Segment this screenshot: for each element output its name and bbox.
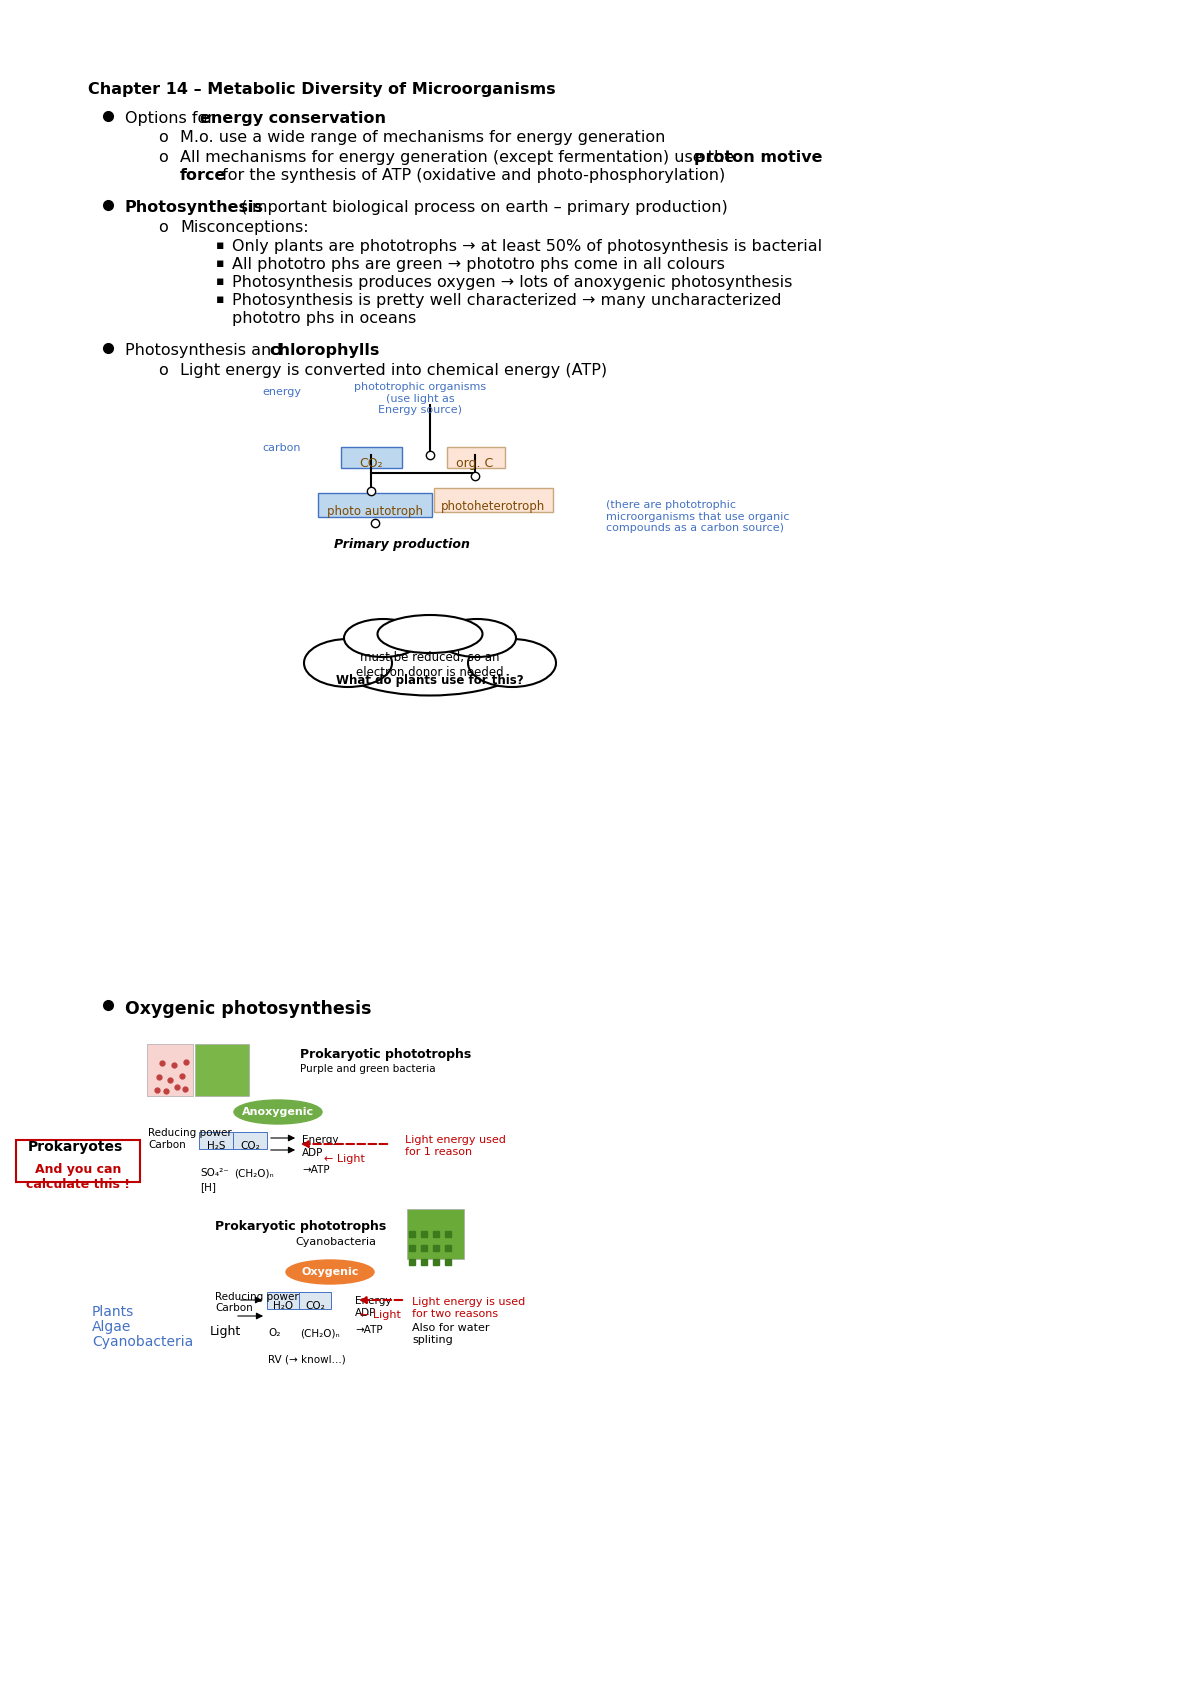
FancyBboxPatch shape [148,1044,193,1095]
Text: photoheterotroph: photoheterotroph [440,499,545,513]
Text: M.o. use a wide range of mechanisms for energy generation: M.o. use a wide range of mechanisms for … [180,131,665,144]
Text: ← Light: ← Light [360,1309,401,1319]
Text: phototro phs in oceans: phototro phs in oceans [232,311,416,326]
Text: (there are phototrophic
microorganisms that use organic
compounds as a carbon so: (there are phototrophic microorganisms t… [606,499,790,533]
Text: And you can
calculate this !: And you can calculate this ! [26,1163,130,1190]
Text: Also for water
spliting: Also for water spliting [412,1323,490,1345]
Text: (important biological process on earth – primary production): (important biological process on earth –… [236,200,727,216]
Text: What do plants use for this?: What do plants use for this? [336,674,524,688]
FancyBboxPatch shape [434,487,553,513]
Text: Reducing power: Reducing power [215,1292,299,1302]
Text: H₂S: H₂S [206,1141,226,1151]
FancyBboxPatch shape [266,1292,299,1309]
Text: Light energy used
for 1 reason: Light energy used for 1 reason [406,1134,506,1156]
Text: Misconceptions:: Misconceptions: [180,221,308,234]
Text: Purple and green bacteria: Purple and green bacteria [300,1065,436,1075]
FancyBboxPatch shape [446,447,504,467]
Ellipse shape [468,638,556,688]
Text: Light energy is used
for two reasons: Light energy is used for two reasons [412,1297,526,1319]
Ellipse shape [330,620,530,696]
Text: Light: Light [210,1324,241,1338]
Ellipse shape [304,638,392,688]
FancyBboxPatch shape [299,1292,331,1309]
FancyBboxPatch shape [233,1133,266,1150]
Text: Energy: Energy [302,1134,338,1144]
Text: carbon: carbon [262,443,300,453]
Text: ▪: ▪ [216,275,224,289]
Text: Carbon: Carbon [148,1139,186,1150]
Text: Prokaryotes: Prokaryotes [28,1139,124,1155]
FancyBboxPatch shape [194,1044,250,1095]
Ellipse shape [344,620,422,657]
Text: CO₂: CO₂ [359,457,383,470]
Text: Oxygenic photosynthesis: Oxygenic photosynthesis [125,1000,372,1019]
Text: Cyanobacteria: Cyanobacteria [295,1238,376,1246]
Text: →ATP: →ATP [355,1324,383,1335]
FancyBboxPatch shape [16,1139,140,1182]
Text: org. C: org. C [456,457,493,470]
Text: RV: RV [268,1355,282,1365]
FancyBboxPatch shape [341,447,402,467]
Text: Light energy is converted into chemical energy (ATP): Light energy is converted into chemical … [180,363,607,379]
Text: energy: energy [262,387,301,397]
Text: Anoxygenic: Anoxygenic [242,1107,314,1117]
Text: CO₂: CO₂ [305,1301,325,1311]
Text: SO₄²⁻: SO₄²⁻ [200,1168,229,1178]
Text: Only plants are phototrophs → at least 50% of photosynthesis is bacterial: Only plants are phototrophs → at least 5… [232,239,822,255]
Text: Photosynthesis: Photosynthesis [125,200,264,216]
Text: o: o [158,131,168,144]
Text: photo autotroph: photo autotroph [326,504,424,518]
Ellipse shape [438,620,516,657]
Text: o: o [158,149,168,165]
Text: ▪: ▪ [216,256,224,270]
Text: proton motive: proton motive [694,149,822,165]
Text: Prokaryotic phototrophs: Prokaryotic phototrophs [300,1048,472,1061]
Text: ▪: ▪ [216,294,224,306]
Text: ADP: ADP [355,1307,377,1318]
Text: Carbon: Carbon [215,1302,253,1313]
Text: energy conservation: energy conservation [200,110,386,126]
Text: H₂O: H₂O [272,1301,293,1311]
Text: must be reduced, so an
electron donor is needed: must be reduced, so an electron donor is… [356,650,504,679]
Text: Algae: Algae [92,1319,131,1335]
Text: Options for: Options for [125,110,220,126]
Text: All phototro phs are green → phototro phs come in all colours: All phototro phs are green → phototro ph… [232,256,725,272]
Text: CO₂: CO₂ [240,1141,260,1151]
Text: o: o [158,363,168,379]
Text: Photosynthesis and: Photosynthesis and [125,343,287,358]
Text: Oxygenic: Oxygenic [301,1267,359,1277]
Ellipse shape [234,1100,322,1124]
Text: (→ knowl...): (→ knowl...) [286,1355,346,1365]
Text: Prokaryotic phototrophs: Prokaryotic phototrophs [215,1219,386,1233]
Text: ADP: ADP [302,1148,323,1158]
Text: (CH₂O)ₙ: (CH₂O)ₙ [300,1328,340,1338]
Text: Chapter 14 – Metabolic Diversity of Microorganisms: Chapter 14 – Metabolic Diversity of Micr… [88,82,556,97]
Ellipse shape [286,1260,374,1284]
Text: Cyanobacteria: Cyanobacteria [92,1335,193,1348]
Text: Energy: Energy [355,1296,391,1306]
Text: ▪: ▪ [216,239,224,251]
Text: Plants: Plants [92,1306,134,1319]
Text: chlorophylls: chlorophylls [269,343,379,358]
Text: O₂: O₂ [268,1328,281,1338]
Text: Primary production: Primary production [334,538,470,550]
Text: o: o [158,221,168,234]
Text: →ATP: →ATP [302,1165,330,1175]
Text: Reducing power: Reducing power [148,1127,232,1138]
Text: Photosynthesis produces oxygen → lots of anoxygenic photosynthesis: Photosynthesis produces oxygen → lots of… [232,275,792,290]
Text: (CH₂O)ₙ: (CH₂O)ₙ [234,1168,274,1178]
Text: for the synthesis of ATP (oxidative and photo-phosphorylation): for the synthesis of ATP (oxidative and … [217,168,725,183]
Ellipse shape [378,615,482,654]
FancyBboxPatch shape [407,1209,464,1258]
Text: [H]: [H] [200,1182,216,1192]
Text: ← Light: ← Light [324,1155,365,1165]
Text: All mechanisms for energy generation (except fermentation) use the: All mechanisms for energy generation (ex… [180,149,739,165]
Text: Photosynthesis is pretty well characterized → many uncharacterized: Photosynthesis is pretty well characteri… [232,294,781,307]
FancyBboxPatch shape [318,492,432,516]
Text: phototrophic organisms
(use light as
Energy source): phototrophic organisms (use light as Ene… [354,382,486,416]
Text: force: force [180,168,227,183]
FancyBboxPatch shape [199,1133,233,1150]
